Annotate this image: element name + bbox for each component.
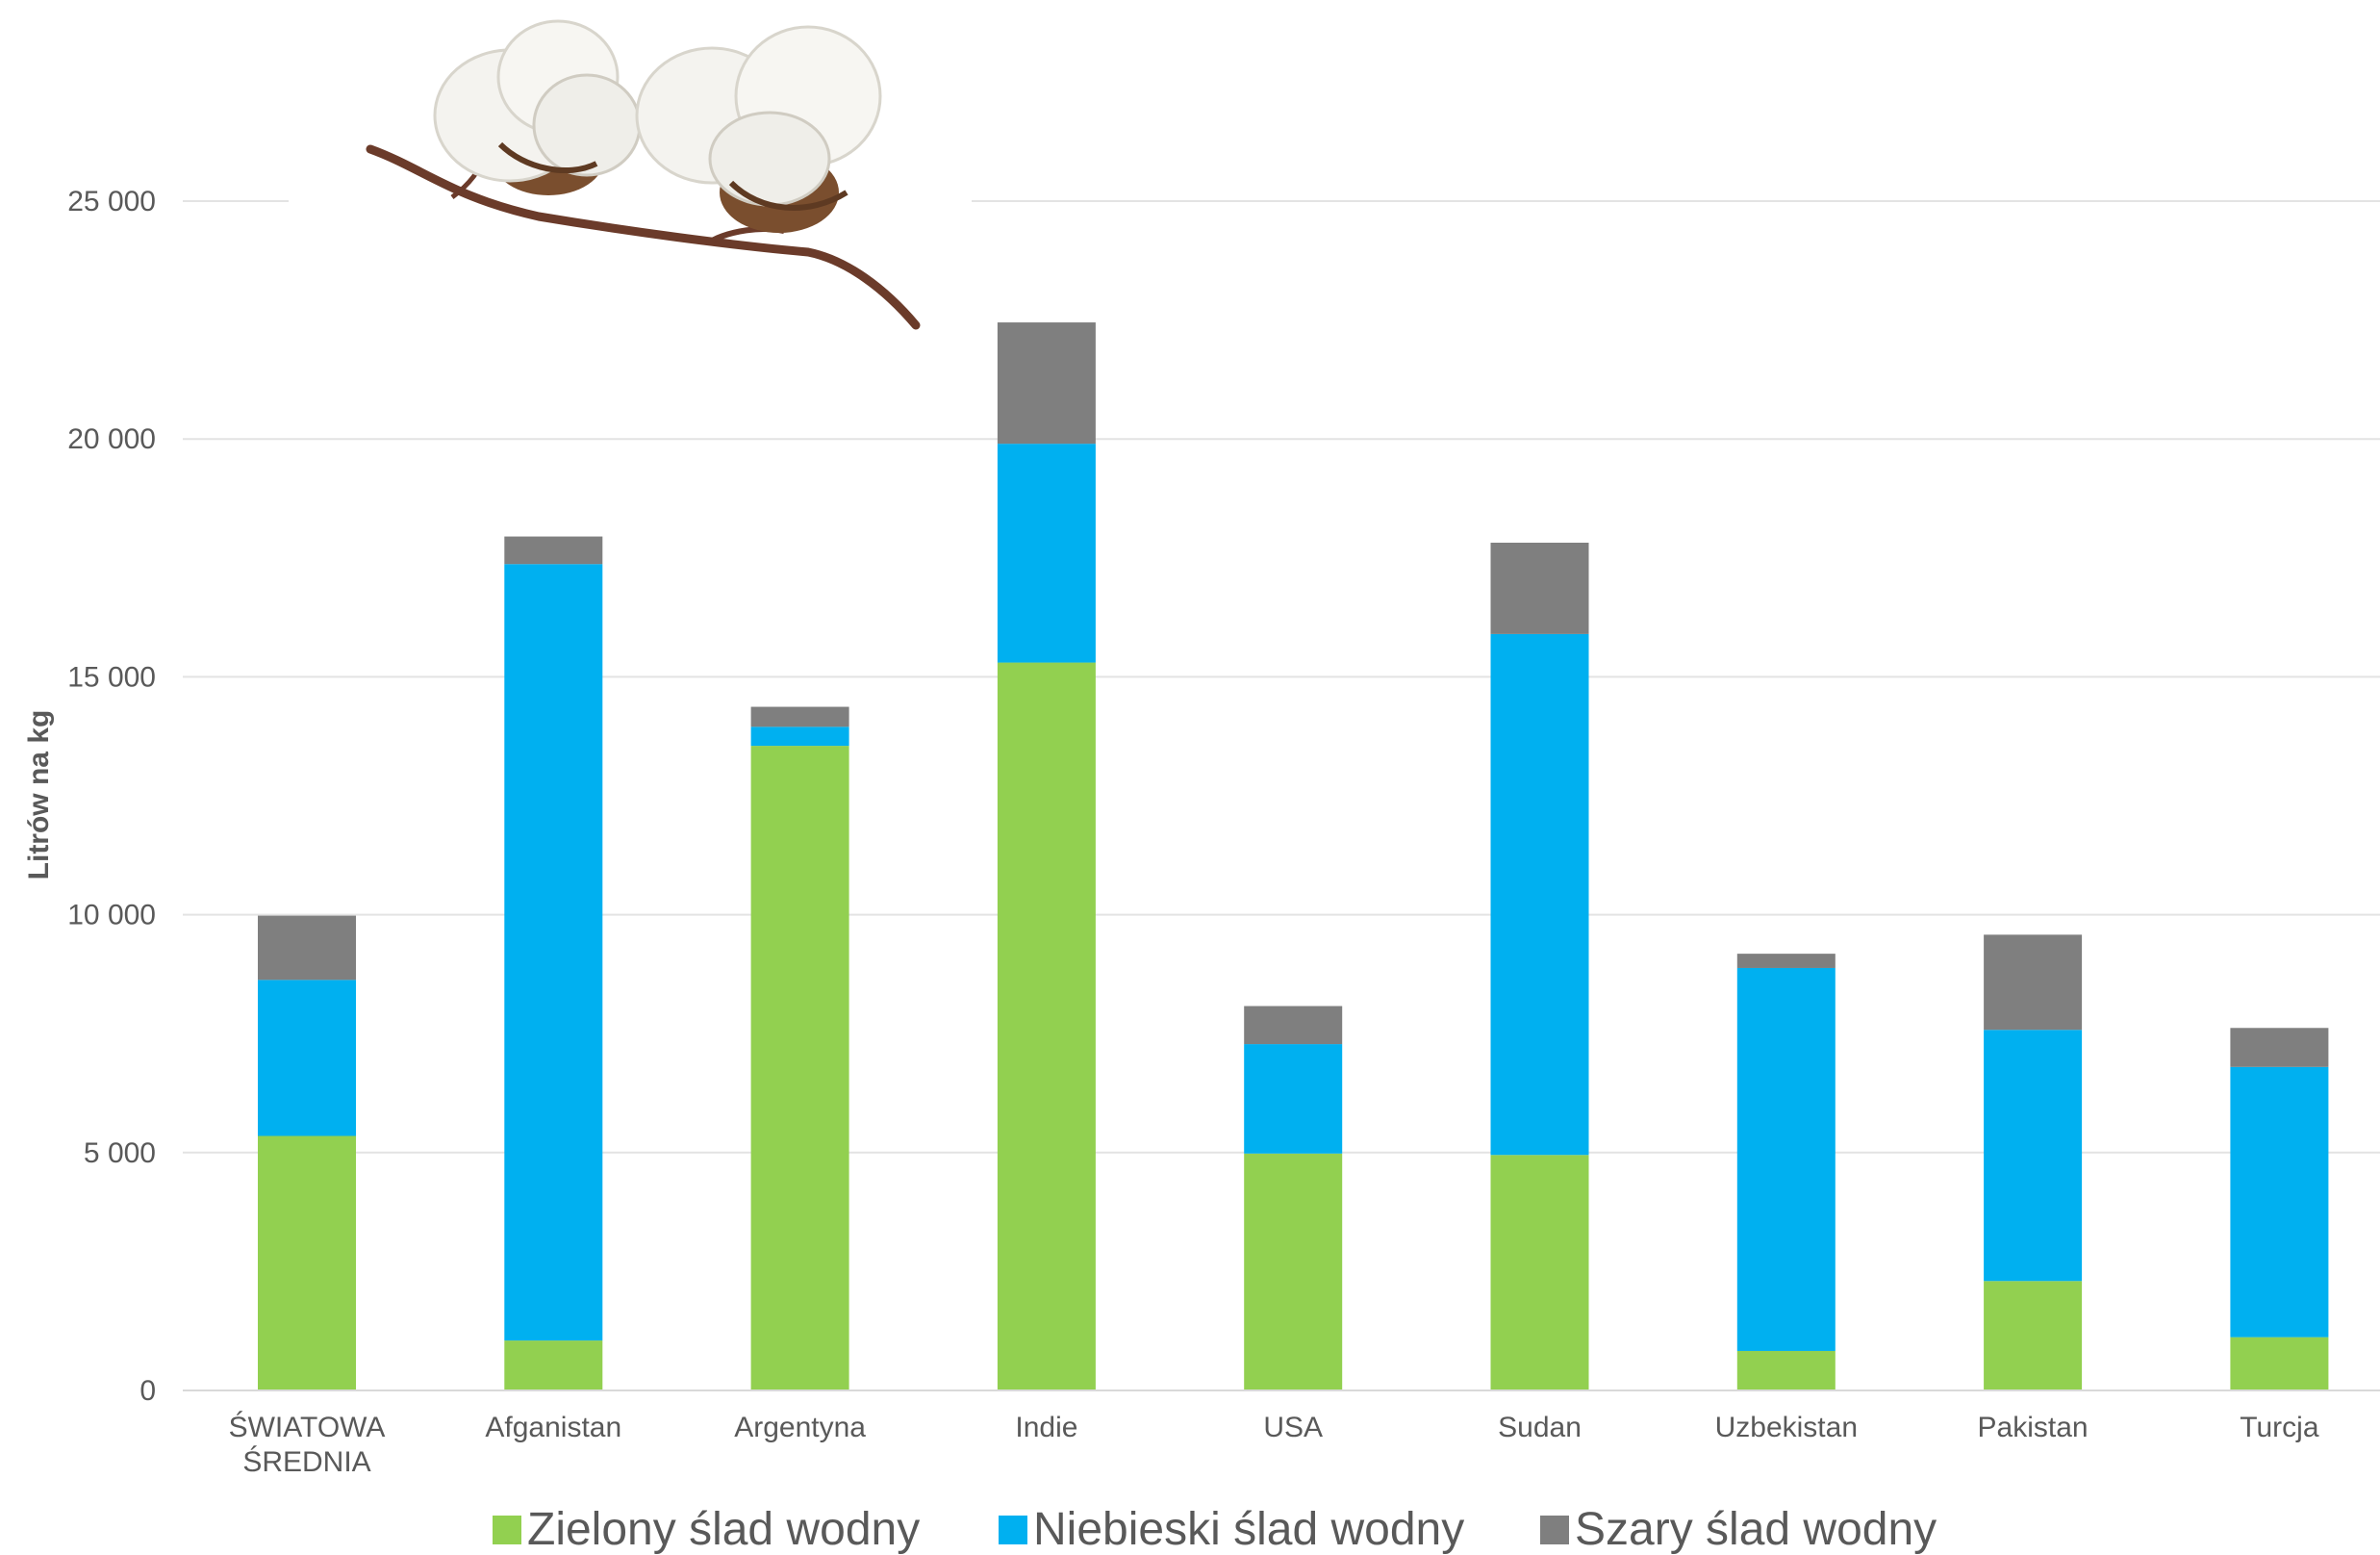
x-tick-label: Pakistan bbox=[1978, 1412, 2089, 1443]
legend-label-blue: Niebieski ślad wodny bbox=[1033, 1504, 1464, 1555]
legend-swatch-green bbox=[493, 1516, 521, 1544]
bar-gray-segment bbox=[258, 915, 356, 981]
x-tick-label: Sudan bbox=[1498, 1412, 1582, 1443]
bars bbox=[258, 322, 2329, 1390]
x-tick-label: ŚWIATOWA bbox=[229, 1411, 386, 1443]
y-tick-label: 5 000 bbox=[84, 1137, 156, 1169]
y-tick-label: 25 000 bbox=[67, 186, 156, 217]
x-tick-label: Indie bbox=[1015, 1412, 1077, 1443]
legend-label-green: Zielony ślad wodny bbox=[527, 1504, 920, 1555]
bar-blue-segment bbox=[1984, 1030, 2083, 1282]
legend-label-gray: Szary ślad wodny bbox=[1575, 1504, 1937, 1555]
y-tick-label: 10 000 bbox=[67, 900, 156, 931]
bar-green-segment bbox=[1984, 1281, 2083, 1390]
legend-swatch-blue bbox=[999, 1516, 1027, 1544]
y-tick-label: 0 bbox=[139, 1375, 156, 1407]
bar-gray-segment bbox=[750, 706, 849, 727]
bar-gray-segment bbox=[1736, 954, 1836, 968]
bar-green-segment bbox=[1736, 1350, 1836, 1390]
x-tick-label: USA bbox=[1263, 1412, 1323, 1443]
bar-blue-segment bbox=[1736, 967, 1836, 1351]
y-axis-label: Litrów na kg bbox=[23, 710, 55, 880]
bar-green-segment bbox=[750, 746, 849, 1390]
bar-gray-segment bbox=[2230, 1028, 2329, 1067]
bar-gray-segment bbox=[997, 322, 1096, 445]
x-tick-label: Argentyna bbox=[734, 1412, 866, 1443]
x-tick-label: Turcja bbox=[2240, 1412, 2319, 1443]
bar-green-segment bbox=[997, 662, 1096, 1390]
x-tick-label: Uzbekistan bbox=[1715, 1412, 1858, 1443]
legend: Zielony ślad wodny Niebieski ślad wodny … bbox=[493, 1504, 1937, 1555]
bar-blue-segment bbox=[1490, 633, 1589, 1156]
bar-gray-segment bbox=[504, 536, 603, 565]
y-tick-label: 15 000 bbox=[67, 661, 156, 693]
x-tick-label: ŚREDNIA bbox=[242, 1445, 370, 1478]
x-tick-label: Afganistan bbox=[485, 1412, 621, 1443]
y-tick-label: 20 000 bbox=[67, 423, 156, 455]
bar-blue-segment bbox=[997, 444, 1096, 663]
bar-blue-segment bbox=[2230, 1066, 2329, 1338]
bar-gray-segment bbox=[1984, 934, 2083, 1031]
bar-gray-segment bbox=[1244, 1006, 1343, 1045]
bar-green-segment bbox=[258, 1135, 356, 1390]
bar-green-segment bbox=[2230, 1337, 2329, 1390]
bar-gray-segment bbox=[1490, 542, 1589, 634]
bar-blue-segment bbox=[1244, 1044, 1343, 1154]
bar-blue-segment bbox=[750, 727, 849, 747]
bar-green-segment bbox=[1490, 1155, 1589, 1390]
bar-green-segment bbox=[504, 1340, 603, 1390]
bar-blue-segment bbox=[258, 980, 356, 1136]
bar-green-segment bbox=[1244, 1153, 1343, 1390]
cotton-branch-icon bbox=[289, 19, 972, 337]
bar-blue-segment bbox=[504, 564, 603, 1341]
y-axis-ticks: 0 5 000 10 000 15 000 20 000 25 000 bbox=[67, 186, 156, 1407]
legend-swatch-gray bbox=[1540, 1516, 1569, 1544]
